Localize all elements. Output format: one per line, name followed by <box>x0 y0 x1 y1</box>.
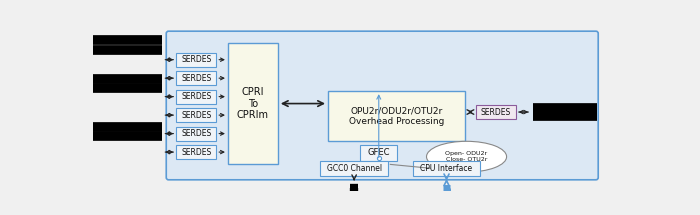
Text: Open- ODU2r
Close- OTU2r: Open- ODU2r Close- OTU2r <box>445 151 488 162</box>
FancyBboxPatch shape <box>360 145 398 161</box>
FancyBboxPatch shape <box>176 71 216 85</box>
FancyBboxPatch shape <box>176 127 216 141</box>
Text: SERDES: SERDES <box>181 147 211 157</box>
Text: SERDES: SERDES <box>181 55 211 64</box>
Text: SERDES: SERDES <box>181 111 211 120</box>
Text: GCC0 Channel: GCC0 Channel <box>327 164 382 173</box>
Text: GFEC: GFEC <box>368 148 390 157</box>
FancyBboxPatch shape <box>328 91 465 141</box>
Text: SERDES: SERDES <box>181 129 211 138</box>
Text: OPU2r/ODU2r/OTU2r
Overhead Processing: OPU2r/ODU2r/OTU2r Overhead Processing <box>349 107 444 126</box>
FancyBboxPatch shape <box>228 43 278 164</box>
Text: CPU Interface: CPU Interface <box>421 164 473 173</box>
FancyBboxPatch shape <box>176 108 216 122</box>
FancyBboxPatch shape <box>176 90 216 104</box>
FancyBboxPatch shape <box>167 31 598 180</box>
Text: SERDES: SERDES <box>181 74 211 83</box>
FancyBboxPatch shape <box>476 105 516 119</box>
FancyBboxPatch shape <box>321 161 388 176</box>
Ellipse shape <box>426 141 507 172</box>
Text: SERDES: SERDES <box>481 108 511 117</box>
Text: CPRI
To
CPRIm: CPRI To CPRIm <box>237 87 269 120</box>
FancyBboxPatch shape <box>176 145 216 159</box>
Text: SERDES: SERDES <box>181 92 211 101</box>
FancyBboxPatch shape <box>176 53 216 67</box>
FancyBboxPatch shape <box>413 161 480 176</box>
